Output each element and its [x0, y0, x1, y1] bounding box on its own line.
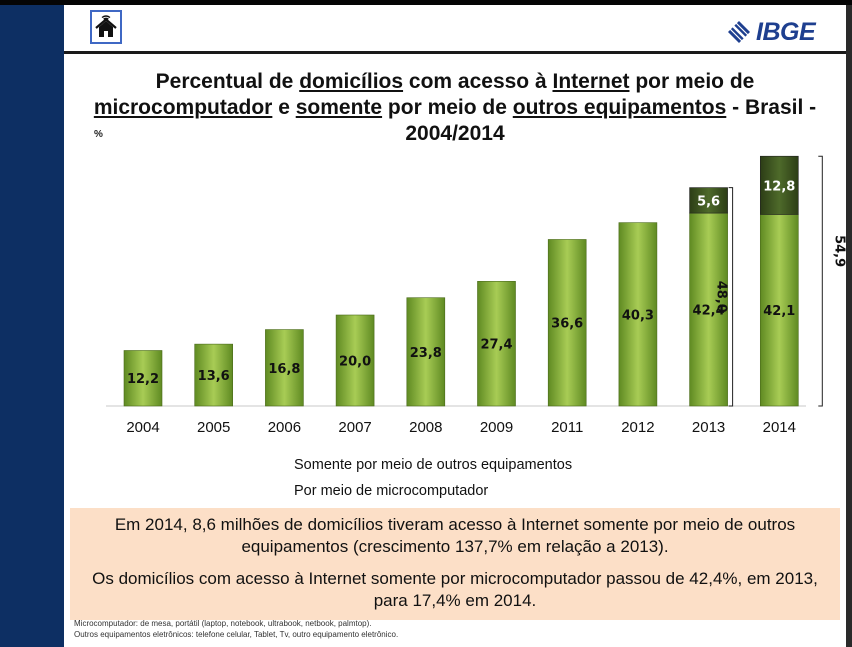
- bar-label-micro-2011: 36,6: [551, 317, 583, 332]
- bar-micro-2004: [123, 350, 163, 407]
- footnote-microcomputador: Microcomputador: de mesa, portátil (lapt…: [74, 619, 372, 628]
- x-tick-2007: 2007: [338, 419, 371, 436]
- x-tick-2014: 2014: [763, 419, 796, 436]
- bar-label-micro-2007: 20,0: [339, 355, 371, 370]
- bar-label-micro-2014: 42,1: [763, 304, 795, 319]
- bar-label-micro-2013: 42,4: [693, 304, 725, 319]
- header-divider: [64, 51, 846, 54]
- info-text-2: Os domicílios com acesso à Internet some…: [92, 569, 818, 610]
- x-tick-2009: 2009: [480, 419, 513, 436]
- bar-label-micro-2009: 27,4: [480, 338, 512, 353]
- bar-label-micro-2012: 40,3: [622, 308, 654, 323]
- ibge-logo: IBGE: [726, 17, 816, 46]
- legend-item-micro: Por meio de microcomputador: [288, 483, 488, 499]
- bar-label-micro-2006: 16,8: [268, 362, 300, 377]
- info-box: Em 2014, 8,6 milhões de domicílios tiver…: [70, 508, 840, 620]
- ibge-logo-text: IBGE: [756, 17, 816, 46]
- bar-label-outros-2013: 5,6: [697, 194, 720, 209]
- bar-outros-2014: [759, 155, 799, 215]
- bar-outros-2013: [689, 187, 728, 214]
- window-top-border: [0, 0, 852, 5]
- home-button[interactable]: [90, 10, 122, 44]
- bar-micro-2012: [618, 222, 658, 407]
- x-tick-2011: 2011: [551, 419, 583, 436]
- bar-label-micro-2008: 23,8: [410, 346, 442, 361]
- total-bracket-2014: [818, 155, 823, 407]
- bar-chart: 12,2 2004 13,6 2005 16,8 2006 20,0 2007 23,8 2008…: [106, 155, 846, 436]
- legend-item-outros: Somente por meio de outros equipamentos: [288, 457, 572, 473]
- x-tick-2006: 2006: [268, 419, 301, 436]
- legend-label-outros: Somente por meio de outros equipamentos: [294, 457, 573, 473]
- bar-label-micro-2005: 13,6: [198, 369, 230, 384]
- ibge-logo-icon: [728, 21, 750, 43]
- bar-label-micro-2004: 12,2: [127, 372, 159, 387]
- bar-micro-2011: [547, 239, 587, 407]
- left-sidebar-band: [0, 5, 64, 647]
- info-text-1: Em 2014, 8,6 milhões de domicílios tiver…: [114, 515, 796, 556]
- x-tick-2008: 2008: [409, 419, 442, 436]
- bar-micro-2014: [759, 214, 799, 407]
- bar-micro-2008: [406, 297, 446, 407]
- bar-micro-2007: [335, 314, 375, 407]
- x-tick-2013: 2013: [692, 419, 725, 436]
- x-tick-2012: 2012: [621, 419, 654, 436]
- bar-micro-2009: [477, 281, 516, 407]
- bar-micro-2006: [265, 329, 304, 407]
- total-bracket-2013: [728, 187, 734, 407]
- bar-label-outros-2014: 12,8: [763, 179, 795, 194]
- total-label-2013: 48,0: [714, 281, 729, 313]
- chart-title: Percentual de domicílios com acesso à In…: [93, 70, 817, 145]
- x-tick-2005: 2005: [197, 419, 230, 436]
- x-tick-2004: 2004: [126, 419, 159, 436]
- footnote-outros-equipamentos: Outros equipamentos eletrônicos: telefon…: [74, 630, 399, 639]
- total-label-2014: 54,9: [831, 235, 846, 267]
- bar-micro-2005: [194, 343, 233, 407]
- slide: IBGE Percentual de domicílios com acesso…: [64, 5, 846, 647]
- legend-label-micro: Por meio de microcomputador: [294, 483, 489, 499]
- unit-label: %: [94, 129, 103, 140]
- right-border: [846, 5, 852, 647]
- home-icon: [95, 15, 117, 37]
- bar-micro-2013: [689, 212, 728, 407]
